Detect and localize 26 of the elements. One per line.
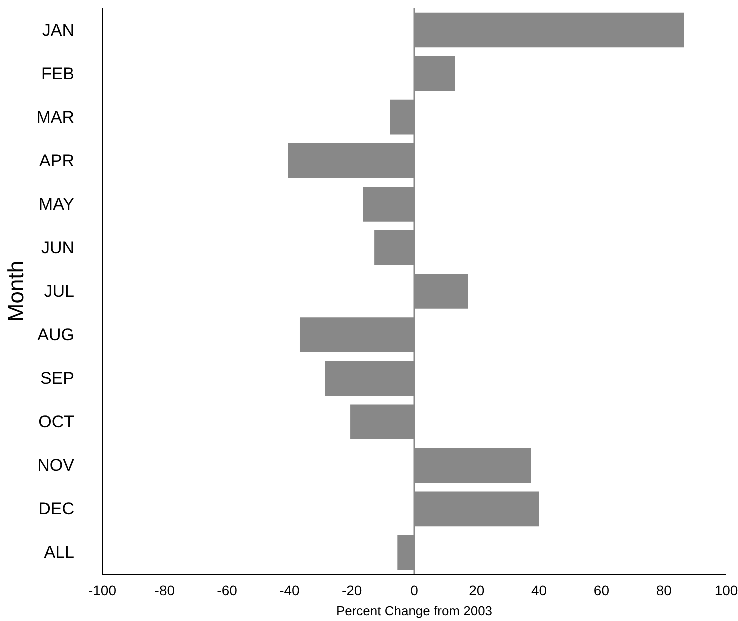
x-tick-label: 40 <box>532 582 548 598</box>
x-tick-label: 0 <box>410 582 419 598</box>
y-tick-label: APR <box>40 151 75 170</box>
y-tick-label: JUN <box>41 238 75 258</box>
y-tick-label: AUG <box>38 326 75 345</box>
y-tick-label: JUL <box>44 282 75 301</box>
y-tick-label: DEC <box>38 500 75 519</box>
x-tick-label: -100 <box>88 582 117 598</box>
y-tick-label: JAN <box>42 20 75 40</box>
x-tick-label: -60 <box>217 582 238 598</box>
x-tick-label: -80 <box>154 582 176 598</box>
x-tick-label: 20 <box>469 582 485 598</box>
y-tick-label: OCT <box>38 412 75 432</box>
y-tick-label: SEP <box>40 369 75 388</box>
y-tick-label: ALL <box>44 543 74 562</box>
x-tick-label: 100 <box>714 582 738 598</box>
y-tick-label: FEB <box>41 64 74 84</box>
x-tick-label: 80 <box>656 582 672 598</box>
x-axis-title: Percent Change from 2003 <box>336 604 493 618</box>
y-tick-label: MAY <box>38 194 74 214</box>
y-tick-label: NOV <box>38 456 76 476</box>
x-tick-label: -40 <box>280 582 300 598</box>
x-tick-label: 60 <box>594 582 610 598</box>
y-tick-label: MAR <box>36 108 75 127</box>
x-tick-label: -20 <box>342 582 362 598</box>
y-axis-title: Month <box>4 260 29 322</box>
